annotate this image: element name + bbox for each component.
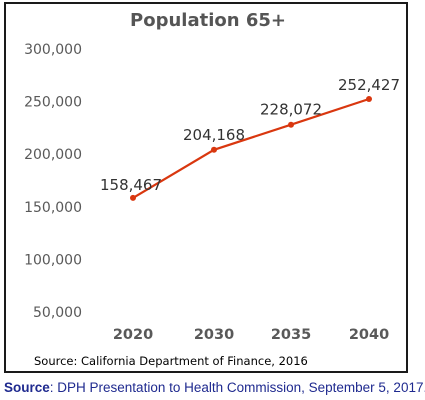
footer-source: Source: DPH Presentation to Health Commi… [4, 380, 425, 395]
data-label: 252,427 [338, 76, 400, 94]
chart-frame: Population 65+ 50,000 100,000 150,000 200,0… [4, 2, 408, 373]
y-tick-label: 300,000 [24, 42, 82, 58]
data-label: 204,168 [183, 126, 245, 144]
x-tick-label: 2020 [113, 327, 153, 343]
x-tick-label: 2040 [349, 327, 389, 343]
data-point [130, 194, 136, 201]
chart-plot: 50,000 100,000 150,000 200,000 250,000 300,00… [24, 42, 400, 343]
y-tick-label: 200,000 [24, 147, 82, 163]
footer-source-text: : DPH Presentation to Health Commission,… [49, 380, 425, 395]
data-point [288, 121, 294, 128]
chart-title: Population 65+ [130, 10, 286, 31]
x-tick-label: 2030 [194, 327, 234, 343]
footer-source-label: Source [4, 380, 50, 395]
series-line [132, 97, 370, 199]
data-label: 158,467 [100, 176, 162, 194]
x-tick-label: 2035 [271, 327, 311, 343]
y-tick-label: 150,000 [24, 200, 82, 216]
data-point [211, 146, 217, 153]
y-tick-label: 50,000 [33, 305, 82, 321]
y-tick-label: 250,000 [24, 95, 82, 111]
data-label: 228,072 [260, 101, 322, 119]
chart-source-note: Source: California Department of Finance… [34, 354, 308, 368]
y-tick-label: 100,000 [24, 252, 82, 268]
data-point [366, 96, 372, 102]
